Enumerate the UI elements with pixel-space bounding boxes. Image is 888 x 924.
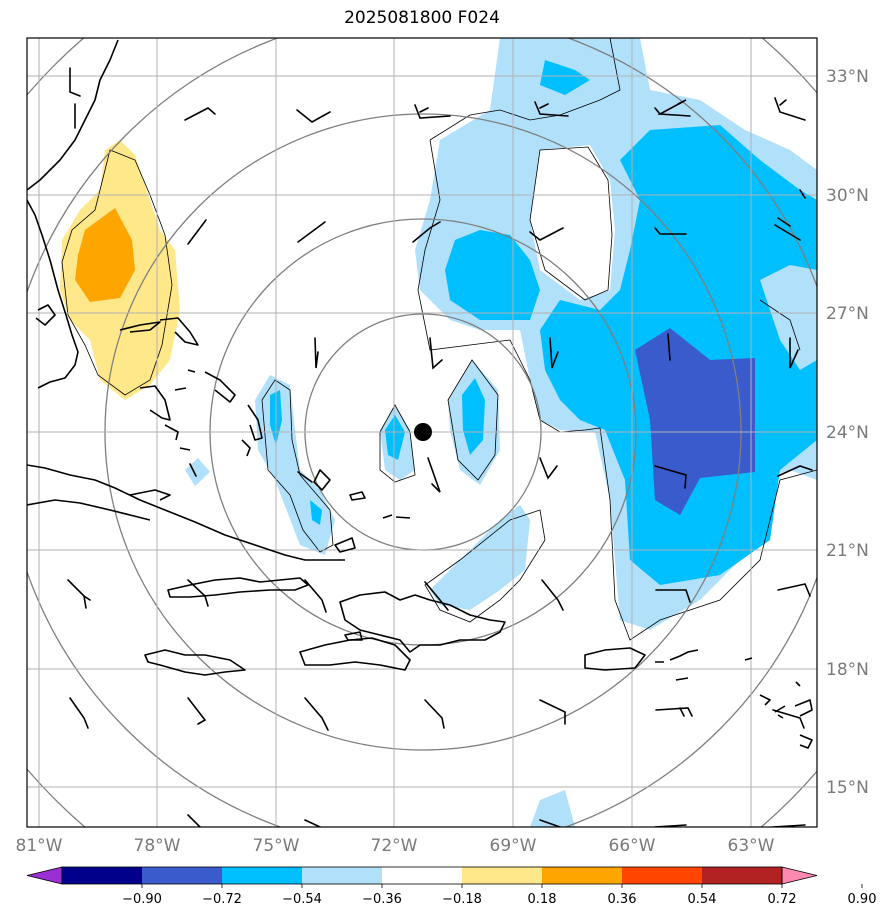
colorbar-tick-label: 0.36: [608, 892, 637, 907]
lat-label: 33°N: [826, 67, 869, 87]
longitude-labels: 81°W 78°W 75°W 72°W 69°W 66°W 63°W: [16, 836, 775, 856]
colorbar-tick-label: −0.90: [122, 892, 162, 907]
lon-label: 69°W: [490, 836, 537, 856]
lat-label: 18°N: [826, 660, 869, 680]
colorbar-tick-label: −0.36: [362, 892, 402, 907]
colorbar-extend-high: [781, 866, 818, 885]
positive-anomaly-shading: [60, 140, 180, 400]
lon-label: 81°W: [16, 836, 63, 856]
colorbar-segment: [62, 867, 143, 884]
colorbar-tick-label: −0.18: [442, 892, 482, 907]
lat-label: 27°N: [826, 304, 869, 324]
colorbar-segment: [542, 867, 623, 884]
colorbar-tick-label: 0.90: [848, 892, 877, 907]
negative-anomaly-shading: [185, 38, 817, 827]
lat-label: 21°N: [826, 541, 869, 561]
map-title: 2025081800 F024: [344, 8, 500, 28]
lat-label: 15°N: [826, 778, 869, 798]
coastlines: [27, 39, 813, 749]
storm-center-marker: [414, 423, 432, 441]
colorbar-tick-label: −0.54: [282, 892, 322, 907]
lon-label: 78°W: [134, 836, 181, 856]
latitude-labels: 33°N 30°N 27°N 24°N 21°N 18°N 15°N: [826, 67, 869, 798]
wind-barbs: [67, 67, 813, 827]
lon-label: 75°W: [253, 836, 300, 856]
colorbar-tick-label: −0.72: [202, 892, 242, 907]
lon-label: 72°W: [371, 836, 418, 856]
colorbar-segment: [302, 867, 383, 884]
lat-label: 24°N: [826, 423, 869, 443]
map-frame: [26, 37, 818, 828]
colorbar-segment: [142, 867, 223, 884]
colorbar-segment: [462, 867, 543, 884]
colorbar-tick-label: 0.54: [688, 892, 717, 907]
colorbar-extend-low: [26, 866, 63, 885]
colorbar: −0.90 −0.72 −0.54 −0.36 −0.18 0.18 0.36 0.54 0.7…: [26, 866, 877, 907]
colorbar-segment: [382, 867, 463, 884]
lat-label: 30°N: [826, 186, 869, 206]
colorbar-segment: [622, 867, 703, 884]
lon-label: 63°W: [728, 836, 775, 856]
colorbar-tick-label: 0.18: [528, 892, 557, 907]
colorbar-segment: [222, 867, 303, 884]
colorbar-outline: [61, 866, 783, 885]
lon-label: 66°W: [609, 836, 656, 856]
colorbar-tick-label: 0.72: [768, 892, 797, 907]
colorbar-segment: [702, 867, 783, 884]
